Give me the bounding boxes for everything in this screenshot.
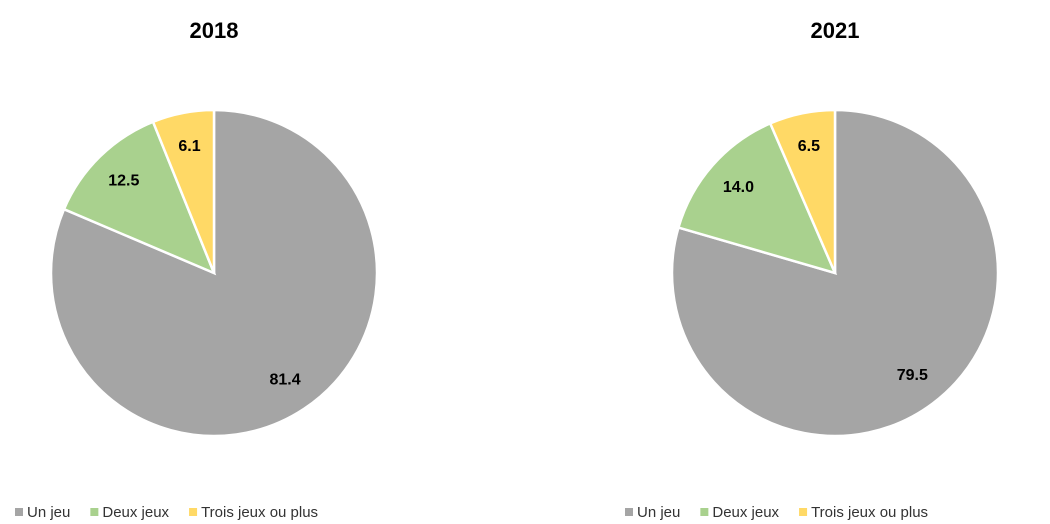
legend-swatch [700, 508, 709, 516]
data-label: 12.5 [108, 172, 139, 189]
data-label: 81.4 [269, 372, 300, 389]
chart-title: 2018 [190, 18, 239, 43]
legend-swatch [15, 508, 23, 516]
legend-label: Trois jeux ou plus [201, 504, 318, 521]
legend-swatch [625, 508, 633, 516]
legend-label: Deux jeux [102, 504, 169, 521]
legend-swatch [189, 508, 198, 516]
data-label: 14.0 [723, 179, 754, 196]
pie-slice [676, 121, 838, 275]
data-label: 6.1 [178, 138, 200, 155]
legend-label: Un jeu [27, 504, 70, 521]
data-label: 79.5 [897, 367, 928, 384]
data-label: 6.5 [798, 138, 820, 155]
pie-slice [151, 108, 216, 274]
pie-chart: 2021 79.5 14.0 6.5 Un jeu Deux jeux Trois jeux… [625, 18, 1000, 521]
legend-label: Trois jeux ou plus [811, 504, 928, 521]
pie-slice [49, 108, 379, 438]
legend-label: Un jeu [637, 504, 680, 521]
legend-swatch [799, 508, 808, 516]
pie-slice [768, 108, 837, 274]
legend-label: Deux jeux [712, 504, 779, 521]
chart-title: 2021 [811, 18, 860, 43]
legend-swatch [90, 508, 99, 516]
pie-chart: 2018 81.4 12.5 6.1 Un jeu Deux jeux Trois jeux… [15, 18, 379, 521]
pie-slice [62, 120, 217, 276]
